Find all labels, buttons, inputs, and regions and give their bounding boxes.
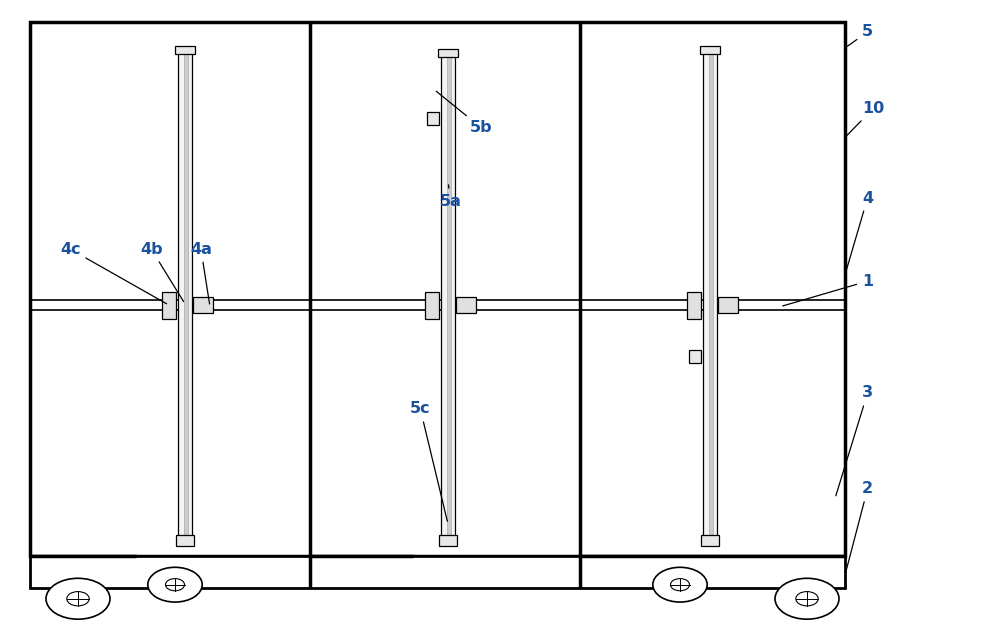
Bar [456,298,476,313]
Bar [709,51,713,540]
Bar [438,49,458,57]
Circle shape [148,567,202,602]
Circle shape [67,592,89,606]
Bar [30,22,845,556]
Bar [184,51,188,540]
Bar [30,556,845,588]
Bar [701,535,719,546]
Text: 4c: 4c [60,242,167,304]
Bar [700,46,720,54]
Text: 5: 5 [847,24,873,46]
Bar [689,350,701,363]
Bar [441,54,455,540]
Text: 3: 3 [836,385,873,496]
Text: 5a: 5a [440,185,462,209]
Text: 5c: 5c [410,401,447,521]
Text: 4b: 4b [140,242,184,302]
Text: 4: 4 [846,190,873,272]
Circle shape [670,578,690,591]
Bar [718,298,738,313]
Bar [427,112,439,125]
Bar [175,46,195,54]
Bar [439,535,457,546]
Bar [162,292,176,319]
Bar [447,54,451,540]
Bar [703,51,717,540]
Circle shape [653,567,707,602]
Bar [425,292,439,319]
Bar [193,298,213,313]
Text: 5b: 5b [436,91,493,135]
Text: 10: 10 [847,101,884,135]
Circle shape [775,578,839,619]
Circle shape [796,592,818,606]
Bar [176,535,194,546]
Circle shape [165,578,185,591]
Text: 2: 2 [846,481,873,573]
Text: 1: 1 [783,273,873,306]
Text: 4a: 4a [190,242,212,304]
Bar [687,292,701,319]
Bar [178,51,192,540]
Circle shape [46,578,110,619]
